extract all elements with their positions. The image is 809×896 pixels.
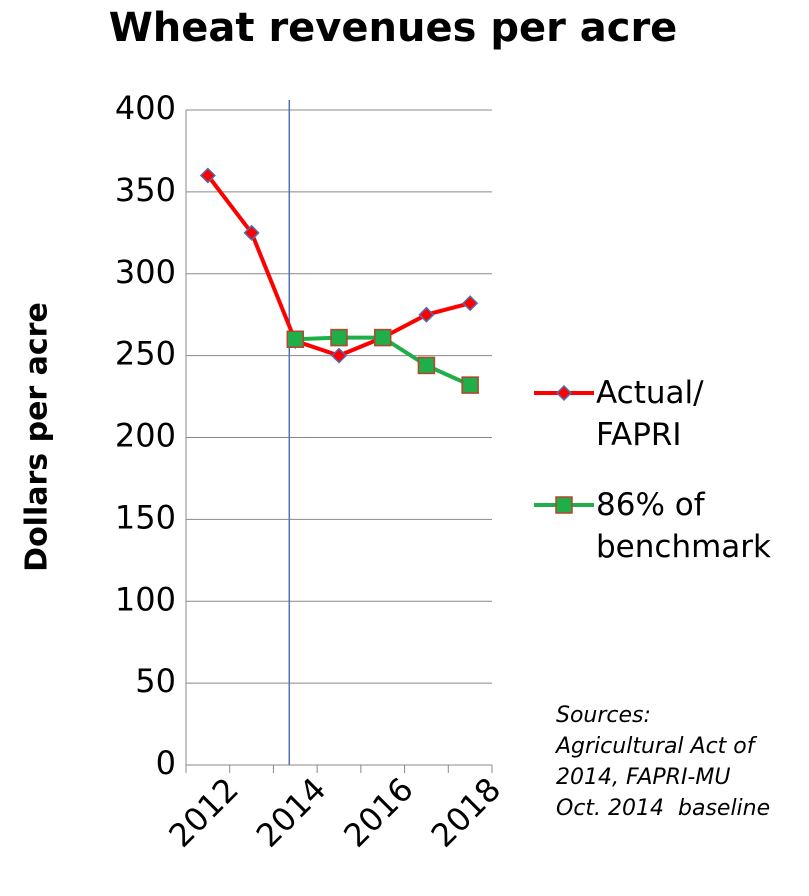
marker — [199, 167, 216, 184]
marker — [461, 376, 479, 394]
marker — [286, 330, 305, 348]
y-tick-label: 400 — [115, 89, 176, 127]
series-line — [206, 174, 471, 358]
annotation-line: Oct. 2014 baseline — [556, 796, 771, 821]
y-tick-label: 50 — [135, 662, 176, 700]
marker — [555, 384, 573, 402]
marker — [555, 496, 573, 514]
y-axis-label: Dollars per acre — [20, 302, 55, 572]
legend-label: 86% of benchmark — [596, 487, 771, 565]
y-tick-label: 100 — [115, 580, 176, 618]
y-tick-label: 350 — [115, 171, 176, 209]
y-tick-label: 250 — [115, 335, 176, 373]
legend-swatch — [534, 496, 594, 514]
marker — [373, 328, 392, 347]
marker — [330, 328, 348, 347]
marker — [330, 347, 348, 364]
x-tick-label: 2016 — [336, 770, 420, 854]
marker — [243, 224, 260, 241]
x-tick-label: 2012 — [161, 770, 245, 854]
marker — [418, 306, 435, 323]
marker — [462, 295, 479, 312]
y-tick-label: 200 — [115, 417, 176, 455]
marker — [417, 356, 436, 375]
legend-swatch — [534, 384, 594, 402]
chart-title: Wheat revenues per acre — [109, 5, 678, 51]
legend: Actual/ FAPRI 86% of benchmark — [530, 372, 786, 596]
annotation-line: Agricultural Act of — [556, 734, 755, 759]
legend-label: Actual/ FAPRI — [596, 375, 704, 453]
legend-item: Actual/ FAPRI — [530, 372, 786, 456]
annotation-line: Sources: — [556, 703, 651, 728]
legend-item: 86% of benchmark — [530, 484, 786, 568]
x-tick-label: 2014 — [249, 770, 333, 854]
x-tick-label: 2018 — [424, 770, 508, 854]
y-tick-label: 150 — [115, 498, 176, 536]
annotation-line: 2014, FAPRI-MU — [556, 765, 731, 790]
y-tick-label: 0 — [156, 744, 176, 782]
annotation: Sources: Agricultural Act of 2014, FAPRI-M… — [556, 700, 770, 824]
y-tick-label: 300 — [115, 253, 176, 291]
